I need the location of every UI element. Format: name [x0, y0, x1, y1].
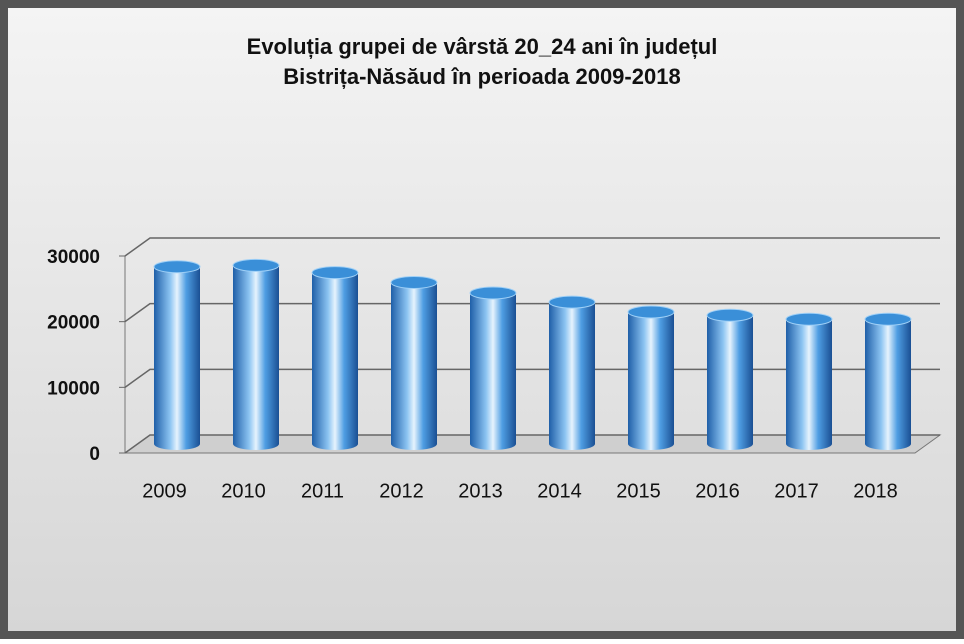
bar-body	[312, 272, 358, 450]
x-tick-label: 2014	[537, 480, 582, 502]
x-tick-label: 2009	[142, 480, 187, 502]
x-tick-label: 2016	[695, 480, 740, 502]
x-tick-label: 2018	[853, 480, 898, 502]
bar-top	[785, 312, 833, 326]
bar-top	[864, 312, 912, 326]
bar-body	[628, 312, 674, 450]
bar-top	[311, 266, 359, 280]
y-tick-label: 20000	[47, 313, 100, 334]
chart-title: Evoluția grupei de vârstă 20_24 ani în j…	[247, 34, 718, 59]
x-tick-label: 2017	[774, 480, 819, 502]
bar	[469, 286, 517, 450]
grid-line	[124, 368, 940, 388]
x-tick-label: 2015	[616, 480, 661, 502]
y-tick-label: 0	[89, 444, 100, 465]
y-tick-label: 10000	[47, 378, 100, 399]
bar-top	[153, 260, 201, 274]
bar-body	[233, 265, 279, 450]
x-tick-label: 2011	[301, 480, 344, 502]
bar-body	[391, 282, 437, 450]
bar	[706, 308, 754, 450]
bar-top	[232, 258, 280, 272]
bar	[232, 258, 280, 450]
grid-line	[124, 434, 940, 454]
bar-body	[549, 302, 595, 450]
grid-line	[124, 302, 940, 323]
bar-body	[707, 315, 753, 450]
chart-title: Bistrița-Năsăud în perioada 2009-2018	[283, 64, 680, 89]
bar-body	[786, 319, 832, 450]
bar	[627, 305, 675, 450]
bar-top	[627, 305, 675, 319]
bar	[864, 312, 912, 450]
bar	[153, 260, 201, 450]
bar-body	[865, 319, 911, 450]
bar-top	[548, 295, 596, 309]
x-tick-label: 2012	[379, 480, 424, 502]
bar-body	[470, 292, 516, 450]
x-tick-label: 2010	[221, 480, 266, 502]
bar	[311, 266, 359, 450]
bar	[390, 275, 438, 450]
bar	[785, 312, 833, 450]
bar-top	[469, 286, 517, 300]
grid-line	[124, 237, 940, 257]
bar-body	[154, 266, 200, 450]
bar-top	[390, 275, 438, 289]
bar-top	[706, 308, 754, 322]
x-tick-label: 2013	[458, 480, 503, 502]
bar	[548, 295, 596, 450]
y-tick-label: 30000	[47, 247, 100, 268]
